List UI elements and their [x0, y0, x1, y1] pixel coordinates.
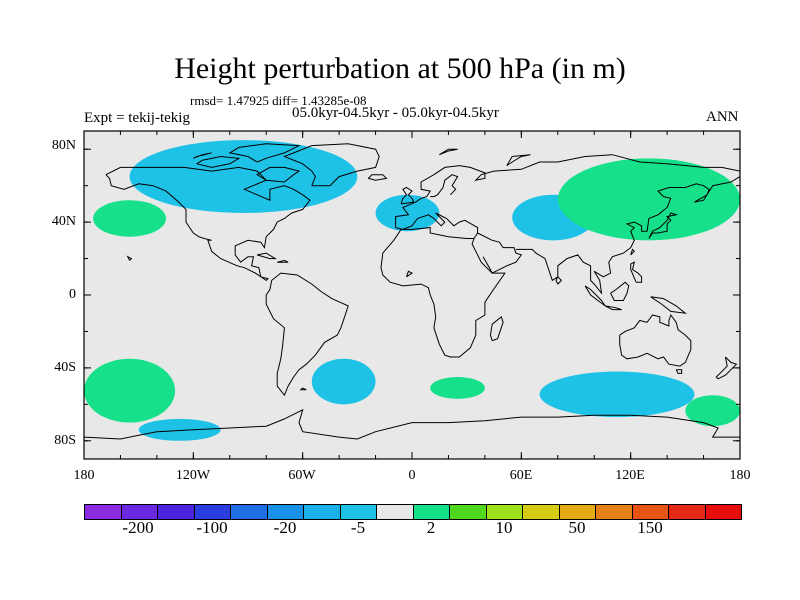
map-title: Height perturbation at 500 hPa (in m)	[174, 52, 626, 85]
colorbar-cell	[486, 505, 523, 519]
coastline	[193, 152, 212, 159]
coastline	[380, 212, 506, 358]
lon-label-180w: 180	[73, 468, 95, 483]
colorbar-cell	[304, 505, 341, 519]
colorbar-label: -20	[273, 518, 297, 537]
coastline	[283, 143, 380, 187]
colorbar-cell	[632, 505, 669, 519]
coastline	[395, 154, 740, 228]
coastline	[604, 305, 622, 311]
colorbar-cell	[231, 505, 268, 519]
axis-ticks	[83, 131, 741, 459]
colorbar-cell	[559, 505, 596, 519]
coastline	[610, 281, 630, 301]
anomaly-region	[129, 140, 358, 213]
coastline	[489, 316, 504, 342]
anomaly-region	[430, 377, 485, 399]
colorbar-label: 2	[426, 518, 436, 537]
anomaly-region	[93, 200, 166, 237]
stats-label: rmsd= 1.47925 diff= 1.43285e-08	[190, 93, 367, 108]
coastline	[715, 356, 738, 380]
coastline	[299, 387, 307, 391]
colorbar-cell	[413, 505, 450, 519]
lat-label-80s: 80S	[54, 433, 76, 448]
coastline	[367, 174, 388, 181]
coastline	[630, 248, 635, 256]
colorbar-cell	[85, 505, 122, 519]
coastline	[555, 275, 563, 285]
colorbar-label: -200	[122, 518, 154, 537]
coastlines	[84, 143, 740, 440]
coastline	[256, 166, 301, 183]
colorbar-cell	[377, 505, 414, 519]
colorbar-cell	[705, 505, 741, 519]
coastline	[675, 369, 683, 374]
coastline	[277, 259, 289, 263]
coastline	[630, 261, 643, 283]
anomaly-region	[685, 395, 740, 427]
anomaly-layer	[84, 140, 740, 441]
experiment-label: Expt = tekij-tekig	[84, 110, 190, 126]
lat-label-40s: 40S	[54, 360, 76, 375]
anomaly-region	[138, 418, 221, 441]
colorbar-cell	[267, 505, 304, 519]
coastline	[515, 176, 740, 295]
anomaly-region	[311, 358, 376, 405]
coastline	[648, 212, 679, 239]
coastline	[406, 270, 413, 278]
season-label: ANN	[706, 109, 739, 125]
lat-label-40n: 40N	[51, 214, 76, 229]
colorbar-label: 50	[568, 518, 586, 537]
coastline	[126, 255, 133, 261]
colorbar-cell	[194, 505, 231, 519]
coastline	[84, 408, 740, 440]
lon-label-120e: 120E	[615, 468, 645, 483]
colorbar-cell	[340, 505, 377, 519]
colorbar-label: -5	[350, 518, 366, 537]
lon-label-60e: 60E	[509, 468, 533, 483]
coastline	[228, 143, 301, 163]
colorbar-label: 10	[495, 518, 513, 537]
lon-label-60w: 60W	[288, 468, 316, 483]
lat-label-0: 0	[69, 287, 76, 302]
coastline	[256, 252, 278, 260]
colorbar-label: -100	[196, 518, 228, 537]
coastline	[105, 166, 311, 282]
colorbar-label: 150	[637, 518, 663, 537]
anomaly-region	[557, 158, 740, 241]
coastline	[439, 148, 458, 156]
colorbar-cell	[450, 505, 487, 519]
coastline	[650, 296, 687, 314]
colorbar-cell	[121, 505, 158, 519]
colorbar-cell	[158, 505, 195, 519]
coastline	[477, 232, 523, 274]
lon-label-180e: 180	[729, 468, 751, 483]
lat-label-80n: 80N	[51, 138, 76, 153]
coastline	[619, 313, 692, 367]
anomaly-region	[539, 371, 695, 418]
period-label: 05.0kyr-04.5kyr - 05.0kyr-04.5kyr	[292, 105, 499, 121]
anomaly-region	[84, 358, 176, 423]
lon-label-120w: 120W	[175, 468, 211, 483]
colorbar-cell	[523, 505, 560, 519]
lon-label-0: 0	[408, 468, 416, 483]
coastline	[265, 272, 349, 397]
colorbar-cell	[669, 505, 706, 519]
colorbar-cell	[596, 505, 633, 519]
coastline	[400, 186, 415, 205]
coastline	[430, 174, 459, 198]
coastline	[195, 155, 241, 168]
colorbar	[84, 504, 742, 520]
coastline	[506, 154, 531, 167]
